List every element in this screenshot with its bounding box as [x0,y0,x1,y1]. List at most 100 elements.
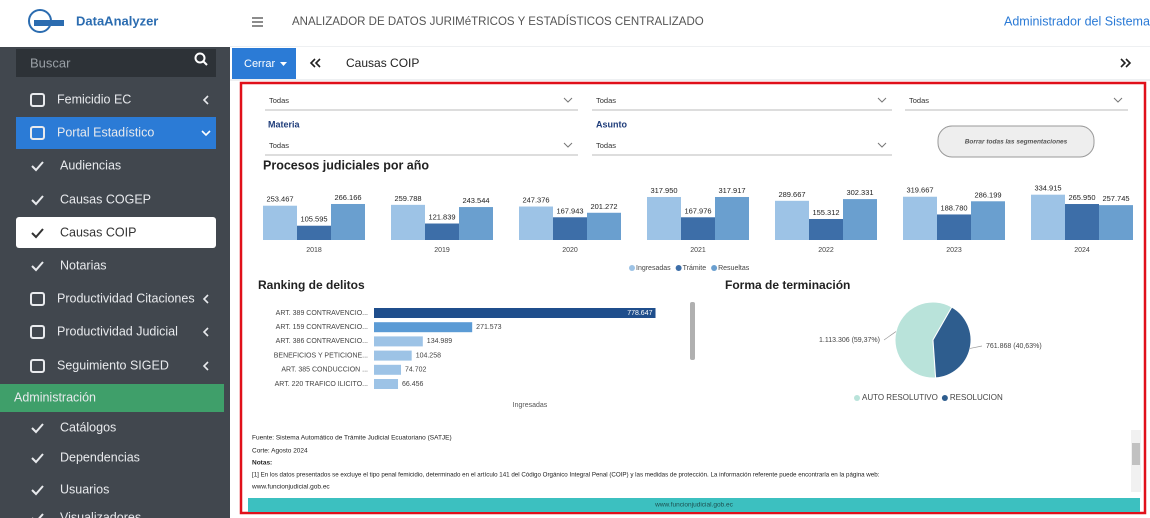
bar-value-label: 266.166 [334,193,361,202]
menu-item[interactable]: Usuarios [60,482,109,496]
legend-label: Ingresadas [636,265,671,272]
dropdown-value[interactable]: Todas [269,96,289,105]
slice-label: 1.113.306 (59,37%) [819,337,880,344]
tab-bar [230,47,1150,80]
menu-item[interactable]: Productividad Citaciones [57,291,195,305]
menu-active [16,117,216,149]
bar-value-label: 286.199 [974,190,1001,199]
dropdown-caret [1113,97,1123,103]
menu-icon [30,325,45,339]
legend-label: Resueltas [718,265,750,272]
expand-caret [202,294,209,304]
bar [391,204,425,240]
menu-item[interactable]: Productividad Judicial [57,324,178,338]
bar [1065,204,1099,240]
menu-item[interactable]: Visualizadores [60,510,141,518]
bar [374,350,412,361]
check-icon [31,195,44,206]
bar [553,217,587,240]
dropdown-value[interactable]: Todas [596,141,616,150]
footer-link[interactable]: www.funcionjudicial.gob.ec [654,502,733,509]
note-line: [1] En los datos presentados se excluye … [252,472,880,479]
menu-item[interactable]: Seguimiento SIGED [57,358,169,372]
bar-value-label: 253.467 [266,195,293,204]
tabs-prev[interactable] [309,58,321,68]
menu-item[interactable]: Audiencias [60,158,121,172]
search-placeholder: Buscar [30,55,71,70]
menu-item[interactable]: Dependencias [60,450,140,464]
menu-item[interactable]: Notarias [60,258,107,272]
app-title: ANALIZADOR DE DATOS JURIMéTRICOS Y ESTAD… [292,15,704,28]
menu-item[interactable]: Causas COIP [60,225,136,239]
bar [263,205,297,240]
bar-value-label: 167.976 [684,206,711,215]
user-menu[interactable]: Administrador del Sistema [1004,14,1150,28]
bar-value-label: 201.272 [590,202,617,211]
bar-value-label: 167.943 [556,206,583,215]
legend-marker [675,265,682,271]
bar-value-label: 66.456 [402,381,424,388]
bar-value-label: 104.258 [416,352,441,359]
hamburger[interactable] [252,17,263,27]
bar [971,201,1005,240]
bar [1099,205,1133,240]
clear-label: Borrar todas las segmentaciones [965,139,1068,146]
pie-slice [894,301,953,379]
menu-item[interactable]: Administración [14,390,96,404]
dropdown-value[interactable]: Todas [596,96,616,105]
dropdown-caret [877,97,887,103]
bar-value-label: 265.950 [1068,193,1095,202]
notes-scroll-thumb[interactable] [1132,443,1140,465]
brand: DataAnalyzer [76,13,158,28]
bar [681,217,715,240]
active-tab[interactable]: Causas COIP [346,56,419,70]
bar-value-label: 188.780 [940,203,967,212]
expand-caret [202,95,209,105]
bar-value-label: 74.702 [405,367,427,374]
bar-value-label: 134.989 [427,338,452,345]
close-label: Cerrar [244,58,276,70]
menu-icon [30,93,45,107]
search-icon[interactable] [194,52,208,66]
filter-label: Asunto [596,119,627,129]
legend-label: Trámite [683,265,707,272]
dropdown-value[interactable]: Todas [909,96,929,105]
leader-line [883,331,897,341]
tabs-next[interactable] [1120,58,1132,68]
bar [775,200,809,240]
legend-label: RESOLUCION [950,393,1003,402]
menu-item[interactable]: Causas COGEP [60,192,151,206]
bar [374,379,399,389]
chart-scrollbar[interactable] [690,302,695,360]
check-icon [31,423,44,434]
filter-label: Materia [268,119,301,129]
x-tick-label: 2021 [690,247,706,254]
x-tick-label: 2024 [1074,247,1090,254]
dropdown-value[interactable]: Todas [269,141,289,150]
clear-button[interactable] [937,125,1095,158]
legend-label: AUTO RESOLUTIVO [862,393,938,402]
menu-icon [30,126,45,140]
check-icon [31,453,44,464]
bar [809,218,843,240]
check-icon [31,228,44,239]
x-tick-label: 2023 [946,247,962,254]
search-box[interactable] [16,49,216,77]
bar-value-label: 289.667 [778,190,805,199]
dropdown-caret [877,142,887,148]
y-tick-label: ART. 159 CONTRAVENCIO... [276,324,368,331]
chart-title: Procesos judiciales por año [263,158,429,172]
menu-item[interactable]: Femicidio EC [57,92,131,106]
y-tick-label: BENEFICIOS Y PETICIONE... [274,352,368,359]
bar-value-label: 317.917 [718,186,745,195]
bar-value-label: 319.667 [906,186,933,195]
bar [459,207,493,240]
menu-item[interactable]: Portal Estadístico [57,125,154,139]
expand-caret [202,327,209,337]
x-axis-label: Ingresadas [513,402,548,409]
y-tick-label: ART. 220 TRAFICO ILICITO... [275,381,368,388]
menu-item[interactable]: Catálogos [60,420,116,434]
leader-line [969,345,983,349]
chart-title: Ranking de delitos [258,278,365,292]
